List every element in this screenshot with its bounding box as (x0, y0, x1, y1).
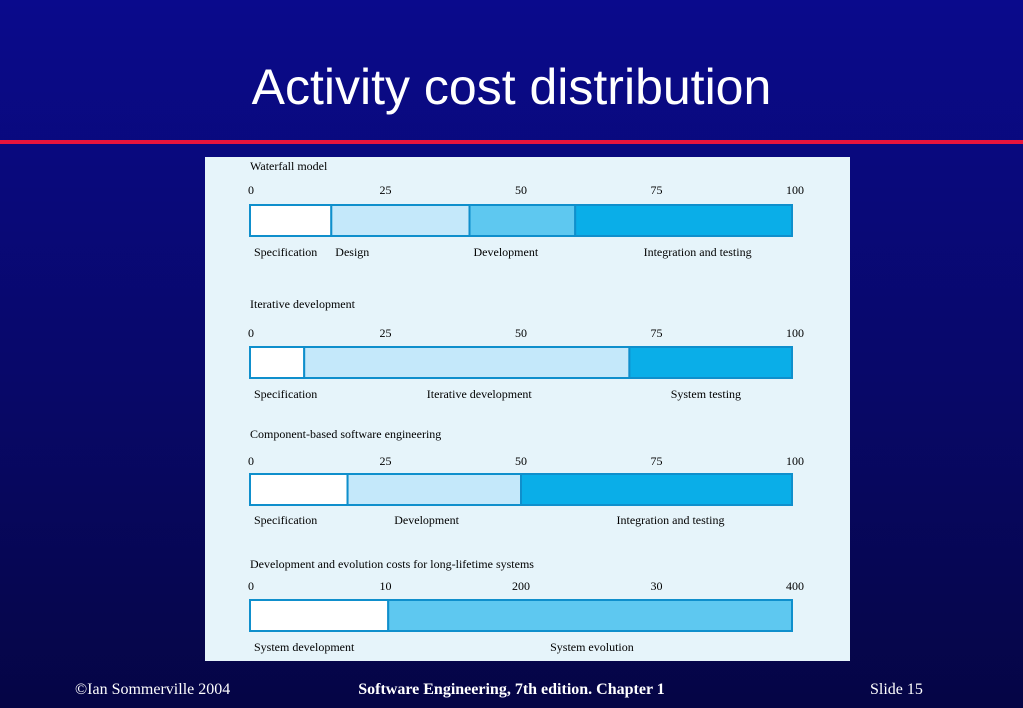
segment-label: System development (254, 640, 355, 654)
chart-title-3: Component-based software engineering (250, 427, 441, 441)
segment-label: Iterative development (427, 387, 533, 401)
tick-label: 75 (651, 454, 663, 468)
tick-label: 0 (248, 454, 254, 468)
segment-label: System evolution (550, 640, 634, 654)
segment-label: System testing (671, 387, 741, 401)
slide-title: Activity cost distribution (251, 59, 772, 115)
bar-segment (346, 473, 522, 506)
bar-segment (574, 204, 794, 237)
tick-label: 100 (786, 183, 804, 197)
tick-label: 10 (380, 579, 392, 593)
segment-label: Design (335, 245, 369, 259)
tick-label: 25 (380, 326, 392, 340)
chart-title-4: Development and evolution costs for long… (250, 557, 534, 571)
bar-segment (249, 204, 333, 237)
bar-segment (249, 473, 349, 506)
segment-label: Specification (254, 513, 317, 527)
segment-label: Integration and testing (617, 513, 725, 527)
bar-segment (303, 346, 631, 379)
tick-label: 0 (248, 326, 254, 340)
bar-segment (520, 473, 793, 506)
bar-segment (249, 599, 390, 632)
tick-label: 75 (651, 326, 663, 340)
chart-title-2: Iterative development (250, 297, 356, 311)
tick-label: 0 (248, 183, 254, 197)
tick-label: 0 (248, 579, 254, 593)
footer-copyright: ©Ian Sommerville 2004 (75, 681, 231, 698)
tick-label: 75 (651, 183, 663, 197)
bar-segment (330, 204, 471, 237)
chart-title-1: Waterfall model (250, 159, 328, 173)
bar-segment (468, 204, 577, 237)
tick-label: 25 (380, 183, 392, 197)
title-divider (0, 140, 1023, 144)
tick-label: 100 (786, 326, 804, 340)
bar-segment (387, 599, 794, 632)
tick-label: 100 (786, 454, 804, 468)
chart-panel: Waterfall model 0 25 50 75 100 Specification De… (205, 157, 850, 661)
tick-label: 25 (380, 454, 392, 468)
segment-label: Development (394, 513, 459, 527)
tick-label: 50 (515, 454, 527, 468)
footer-course: Software Engineering, 7th edition. Chapt… (358, 681, 665, 698)
segment-label: Development (474, 245, 539, 259)
tick-label: 50 (515, 326, 527, 340)
tick-label: 50 (515, 183, 527, 197)
segment-label: Specification (254, 245, 317, 259)
bar-segment (628, 346, 793, 379)
footer-slide-number: Slide 15 (870, 681, 923, 698)
segment-label: Specification (254, 387, 317, 401)
tick-label: 400 (786, 579, 804, 593)
bar-segment (249, 346, 306, 379)
tick-label: 200 (512, 579, 530, 593)
segment-label: Integration and testing (644, 245, 752, 259)
tick-label: 30 (651, 579, 663, 593)
